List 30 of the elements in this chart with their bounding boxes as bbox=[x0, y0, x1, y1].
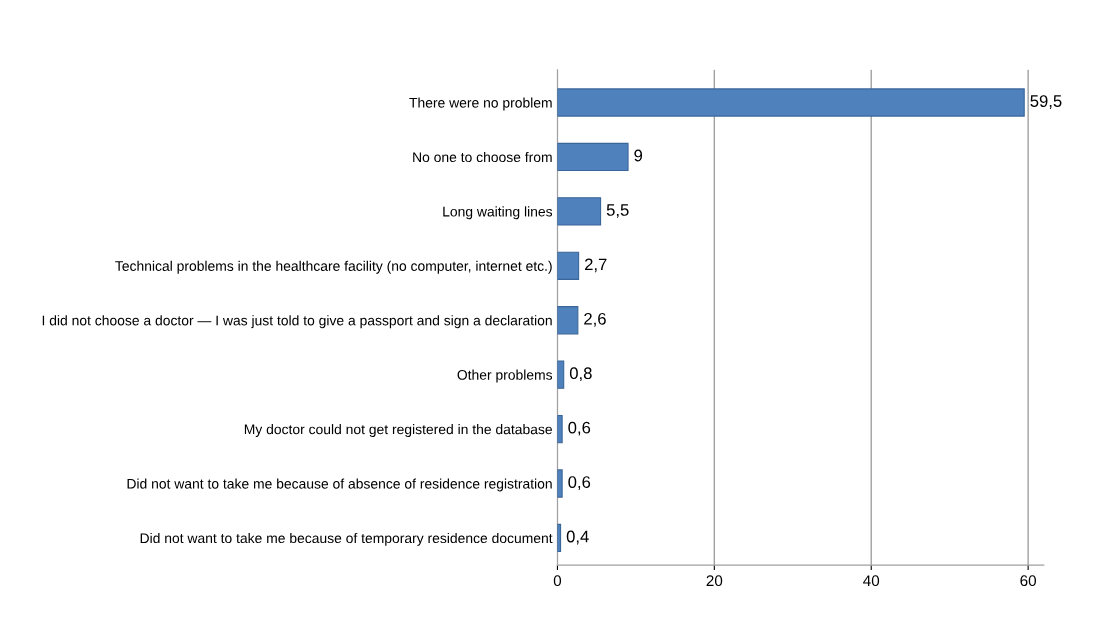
data-label: 0,6 bbox=[568, 476, 591, 490]
y-tick-label: Did not want to take me because of absence of residence registration bbox=[127, 478, 552, 492]
y-tick-label: I did not choose a doctor — I was just told to give a passport and sign a declaration bbox=[42, 315, 552, 329]
bar bbox=[557, 306, 579, 335]
bar bbox=[557, 88, 1025, 117]
data-label: 5,5 bbox=[606, 204, 629, 218]
y-tick-label: Technical problems in the healthcare facility (no computer, internet etc.) bbox=[115, 260, 552, 274]
y-tick-label: Long waiting lines bbox=[443, 206, 553, 220]
x-tick-label: 60 bbox=[1020, 575, 1037, 587]
data-label: 9 bbox=[634, 149, 643, 162]
x-tick-label: 20 bbox=[706, 575, 723, 587]
bar bbox=[557, 360, 565, 389]
data-label: 0,4 bbox=[566, 530, 589, 545]
bar bbox=[557, 142, 629, 172]
y-tick-label: No one to choose from bbox=[413, 151, 552, 163]
x-tick-label: 0 bbox=[553, 575, 562, 587]
y-tick-label: Did not want to take me because of temporary residence document bbox=[140, 532, 553, 546]
y-tick-label: There were no problem bbox=[409, 97, 552, 111]
data-label: 0,6 bbox=[568, 421, 591, 436]
y-tick-label: My doctor could not get registered in the database bbox=[244, 424, 552, 437]
x-tick-label: 40 bbox=[863, 575, 880, 587]
bar bbox=[557, 469, 563, 498]
bar bbox=[557, 414, 563, 444]
data-label: 2,6 bbox=[584, 312, 606, 327]
data-label: 0,8 bbox=[569, 367, 592, 382]
data-label: 2,7 bbox=[585, 258, 607, 273]
bar bbox=[557, 251, 580, 280]
y-tick-label: Other problems bbox=[457, 369, 553, 383]
data-label: 59,5 bbox=[1030, 95, 1062, 109]
bar bbox=[557, 197, 602, 226]
